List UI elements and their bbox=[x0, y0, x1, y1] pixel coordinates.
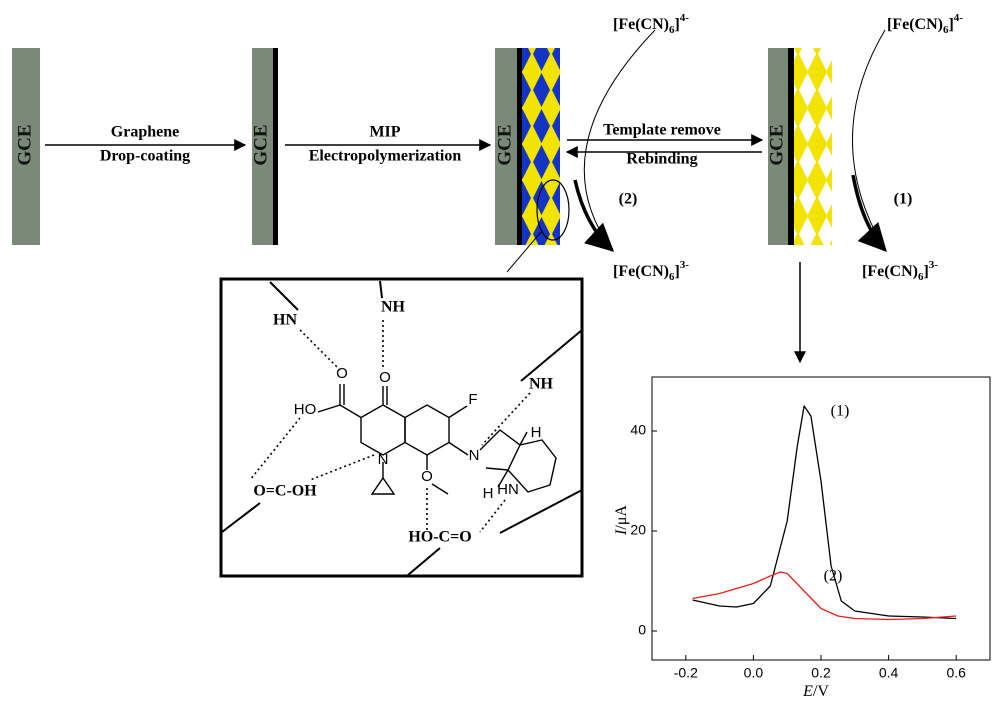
formula-part: [Fe(CN) bbox=[613, 16, 669, 33]
step-label: Graphene bbox=[111, 124, 179, 141]
partner-label: O=C-OH bbox=[253, 483, 317, 500]
y-tick-label: 0 bbox=[638, 622, 646, 638]
atom-label: O bbox=[421, 468, 433, 485]
electrode-label: GCE bbox=[766, 124, 787, 165]
partner-label: NH bbox=[381, 299, 406, 316]
step-label: Electropolymerization bbox=[309, 148, 462, 165]
atom-label: F bbox=[468, 391, 477, 408]
electrode-label: GCE bbox=[250, 124, 271, 165]
formula-sup: 3- bbox=[680, 259, 690, 271]
x-tick-label: 0.2 bbox=[811, 665, 831, 681]
electrode-layers bbox=[12, 48, 832, 245]
x-axis-label: E/V bbox=[802, 683, 829, 700]
electrode-label: GCE bbox=[494, 124, 515, 165]
formula-part: [Fe(CN) bbox=[887, 16, 943, 33]
atom-label: H bbox=[531, 424, 542, 441]
partner-label: NH bbox=[529, 376, 554, 393]
partner-label: HN bbox=[273, 312, 297, 329]
atom-label: HN bbox=[497, 481, 519, 498]
marker-label: (1) bbox=[894, 191, 913, 208]
atom-label: O bbox=[379, 369, 391, 386]
atom-label: O bbox=[336, 365, 348, 382]
x-tick-label: -0.2 bbox=[674, 665, 698, 681]
scheme: GCE GCE GCE GCE Graphene Drop-coating MIP Elect… bbox=[0, 0, 993, 702]
formula-part: [Fe(CN) bbox=[613, 263, 669, 280]
curve-label: (1) bbox=[831, 403, 850, 420]
axis-var: E bbox=[802, 683, 813, 700]
step-label: MIP bbox=[369, 124, 400, 141]
arrows bbox=[45, 30, 885, 362]
formula-sup: 3- bbox=[929, 259, 939, 271]
formula: [Fe(CN)6]3- bbox=[862, 259, 938, 283]
formula-part: [Fe(CN) bbox=[862, 263, 918, 280]
atom-label: H bbox=[483, 485, 494, 502]
axis-unit: /μA bbox=[613, 505, 630, 530]
curve-label: (2) bbox=[824, 568, 843, 585]
atom-label: N bbox=[378, 451, 389, 468]
step-label: Template remove bbox=[603, 122, 721, 139]
formula: [Fe(CN)6]4- bbox=[613, 12, 689, 36]
step-label: Rebinding bbox=[626, 151, 697, 168]
axis-unit: /V bbox=[813, 683, 829, 700]
curve bbox=[693, 406, 957, 619]
electrode-label: GCE bbox=[14, 124, 35, 165]
y-axis-label: I/μA bbox=[613, 505, 630, 536]
atom-label: HO bbox=[294, 401, 317, 418]
partner-label: HO-C=O bbox=[408, 529, 471, 546]
atom-label: N bbox=[469, 447, 480, 464]
x-tick-label: 0.0 bbox=[744, 665, 764, 681]
formula: [Fe(CN)6]3- bbox=[613, 259, 689, 283]
formula-sup: 4- bbox=[680, 12, 690, 24]
y-tick-label: 40 bbox=[630, 422, 646, 438]
formula: [Fe(CN)6]4- bbox=[887, 12, 963, 36]
marker-label: (2) bbox=[619, 191, 638, 208]
x-tick-label: 0.4 bbox=[879, 665, 899, 681]
formula-sup: 4- bbox=[954, 12, 964, 24]
x-tick-label: 0.6 bbox=[946, 665, 966, 681]
step-label: Drop-coating bbox=[100, 148, 190, 165]
y-tick-label: 20 bbox=[630, 522, 646, 538]
